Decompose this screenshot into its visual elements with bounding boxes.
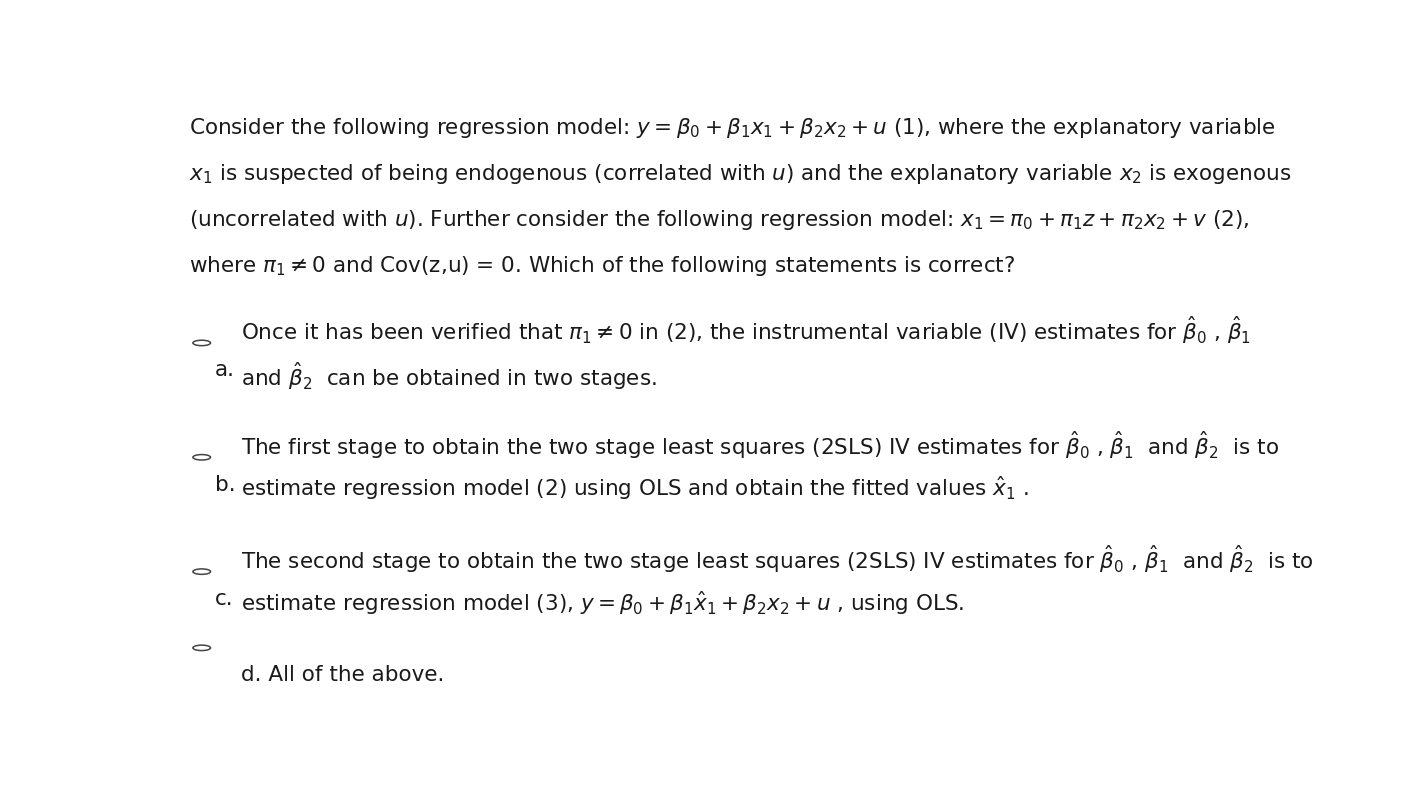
Text: (uncorrelated with $u$). Further consider the following regression model: $x_1 =: (uncorrelated with $u$). Further conside…: [189, 208, 1248, 232]
Text: The first stage to obtain the two stage least squares (2SLS) IV estimates for $\: The first stage to obtain the two stage …: [241, 429, 1279, 461]
Text: and $\hat{\beta}_2$  can be obtained in two stages.: and $\hat{\beta}_2$ can be obtained in t…: [241, 360, 657, 392]
Text: d. All of the above.: d. All of the above.: [241, 665, 444, 685]
Text: b.: b.: [214, 474, 236, 495]
Text: estimate regression model (3), $y = \beta_0 + \beta_1 \hat{x}_1 + \beta_2 x_2 + : estimate regression model (3), $y = \bet…: [241, 589, 964, 617]
Text: The second stage to obtain the two stage least squares (2SLS) IV estimates for $: The second stage to obtain the two stage…: [241, 543, 1314, 575]
Text: estimate regression model (2) using OLS and obtain the fitted values $\hat{x}_1$: estimate regression model (2) using OLS …: [241, 474, 1030, 502]
Text: c.: c.: [214, 589, 233, 609]
Text: where $\pi_1 \neq 0$ and Cov(z,u) = 0. Which of the following statements is corr: where $\pi_1 \neq 0$ and Cov(z,u) = 0. W…: [189, 253, 1015, 278]
Text: Once it has been verified that $\pi_1 \neq 0$ in (2), the instrumental variable : Once it has been verified that $\pi_1 \n…: [241, 314, 1251, 346]
Text: a.: a.: [214, 360, 234, 380]
Text: $x_1$ is suspected of being endogenous (correlated with $u$) and the explanatory: $x_1$ is suspected of being endogenous (…: [189, 162, 1291, 186]
Text: Consider the following regression model: $y = \beta_0 + \beta_1 x_1 + \beta_2 x_: Consider the following regression model:…: [189, 116, 1275, 140]
